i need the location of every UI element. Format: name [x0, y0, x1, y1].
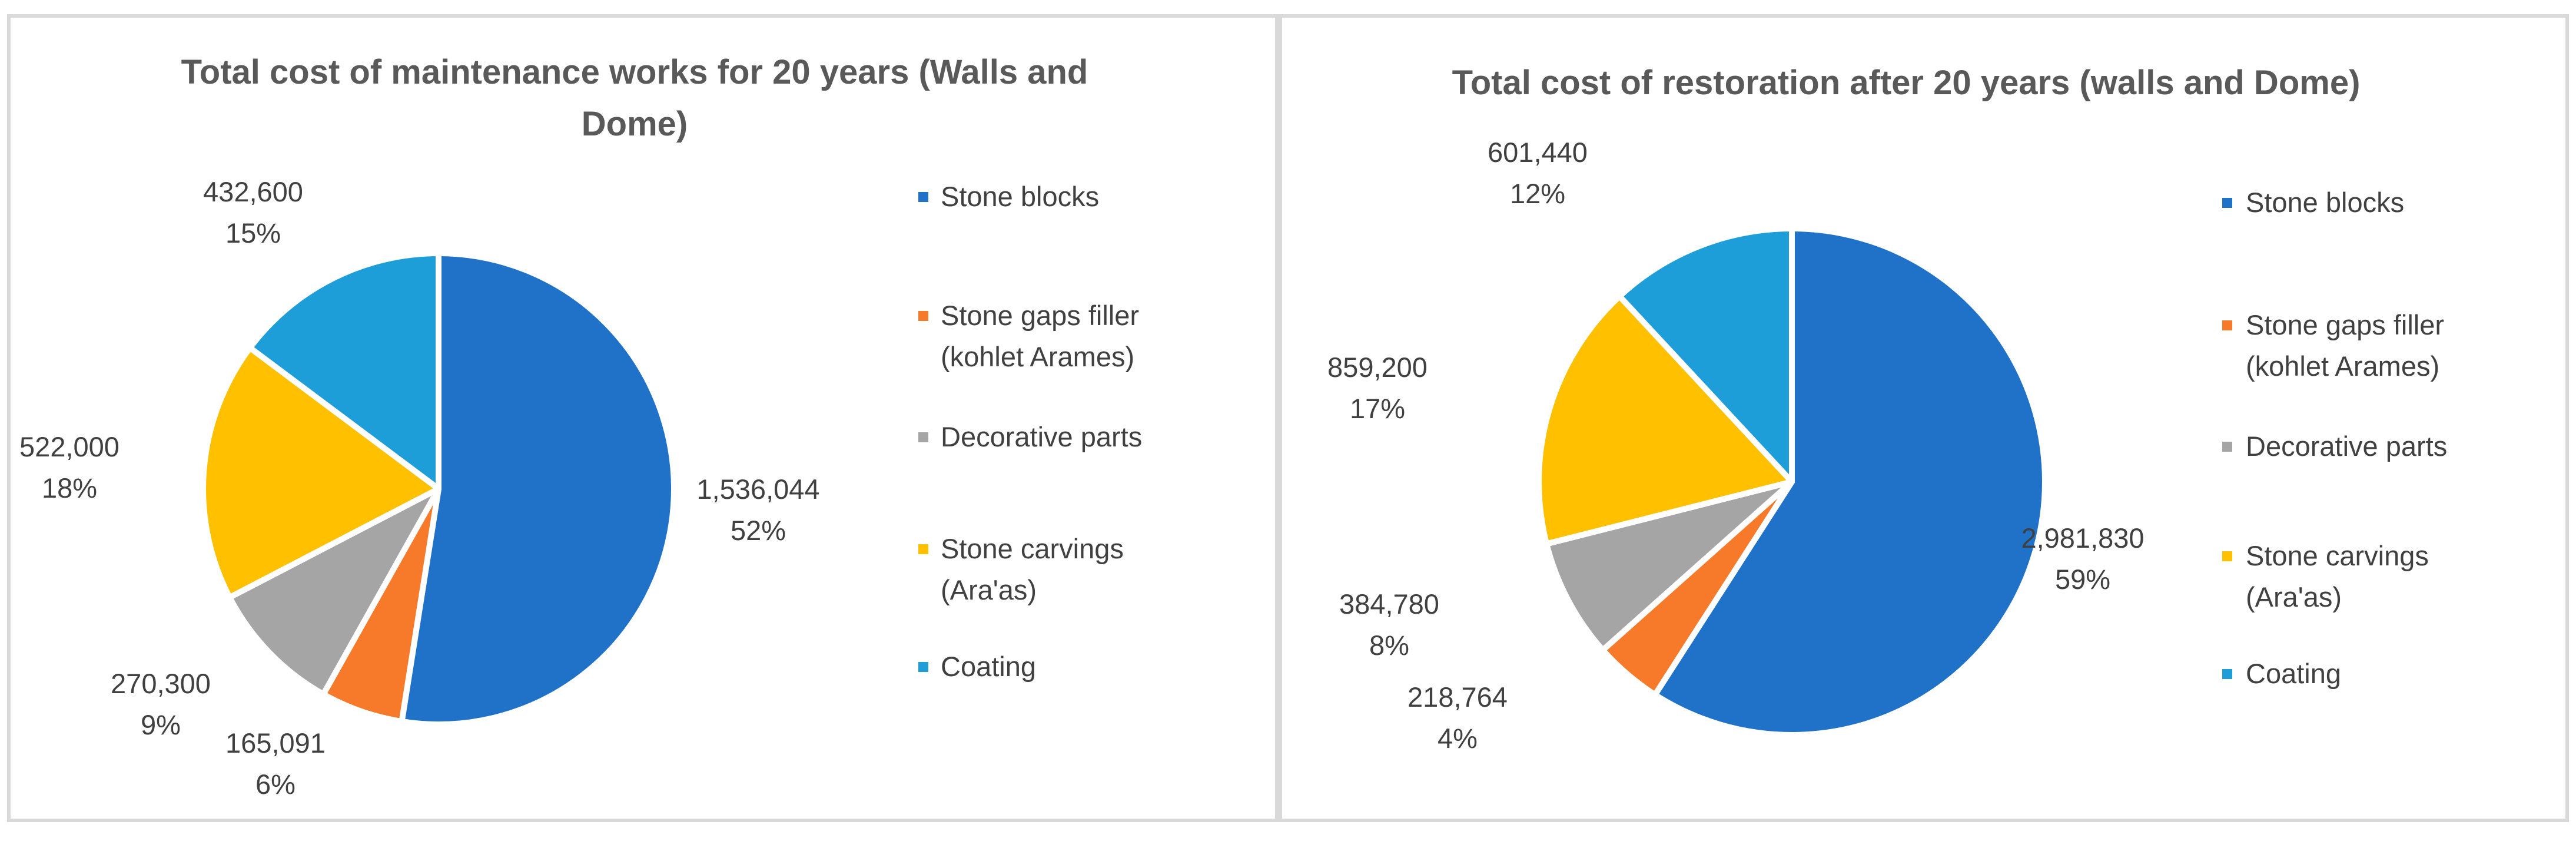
legend-label: Stone blocks: [941, 181, 1099, 212]
legend-item-stone-carvings-ara-as: Stone carvings (Ara'as): [918, 533, 1124, 605]
legend-item-stone-blocks: Stone blocks: [918, 181, 1099, 212]
legend-item-stone-blocks: Stone blocks: [2222, 187, 2404, 218]
legend-item-stone-gaps-filler-kohlet-arames: Stone gaps filler (kohlet Arames): [2222, 309, 2444, 382]
pie-slice-stone-blocks: [399, 250, 678, 727]
data-label-coating: 432,600 15%: [203, 176, 303, 249]
legend-swatch: [2222, 320, 2232, 330]
legend-item-coating: Coating: [918, 651, 1036, 682]
data-label-stone-blocks: 2,981,830 59%: [2021, 522, 2144, 595]
pie-slice-stone-carvings-ara-as: [1536, 293, 1795, 547]
legend-swatch: [918, 662, 928, 672]
legend-swatch: [918, 311, 928, 321]
data-label-decorative-parts: 384,780 8%: [1339, 588, 1439, 661]
data-label-coating: 601,440 12%: [1488, 137, 1588, 209]
chart-panel-maintenance: Total cost of maintenance works for 20 y…: [7, 14, 1279, 822]
pie-slice-coating: [247, 250, 441, 492]
chart-title-restoration: Total cost of restoration after 20 years…: [1452, 64, 2361, 102]
pie-chart-maintenance: Total cost of maintenance works for 20 y…: [19, 53, 1142, 800]
legend-label: Stone gaps filler (kohlet Arames): [2246, 309, 2444, 382]
data-label-stone-carvings-ara-as: 522,000 18%: [19, 431, 119, 504]
legend-label: Coating: [941, 651, 1036, 682]
legend-item-coating: Coating: [2222, 658, 2341, 689]
legend-swatch: [918, 432, 928, 442]
data-label-stone-blocks: 1,536,044 52%: [696, 474, 819, 546]
legend-item-stone-gaps-filler-kohlet-arames: Stone gaps filler (kohlet Arames): [918, 300, 1139, 372]
pie-slice-stone-blocks: [1652, 226, 2048, 738]
legend-label: Stone blocks: [2246, 187, 2404, 218]
legend-label: Coating: [2246, 658, 2341, 689]
legend-swatch: [2222, 551, 2232, 561]
pie-slice-decorative-parts: [227, 486, 441, 697]
legend-item-stone-carvings-ara-as: Stone carvings (Ara'as): [2222, 540, 2429, 612]
legend-swatch: [2222, 198, 2232, 208]
data-label-stone-gaps-filler-kohlet-arames: 218,764 4%: [1407, 681, 1508, 754]
chart-panel-restoration: Total cost of restoration after 20 years…: [1279, 14, 2569, 822]
legend-label: Stone carvings (Ara'as): [2246, 540, 2429, 612]
legend-item-decorative-parts: Decorative parts: [918, 421, 1142, 452]
legend-swatch: [918, 544, 928, 554]
data-label-stone-gaps-filler-kohlet-arames: 165,091 6%: [225, 727, 326, 800]
pie-slice-stone-carvings-ara-as: [200, 345, 441, 601]
legend-label: Decorative parts: [941, 421, 1142, 452]
data-label-stone-carvings-ara-as: 859,200 17%: [1327, 352, 1428, 424]
legend-swatch: [2222, 669, 2232, 679]
pie-slice-coating: [1616, 226, 1795, 485]
legend-swatch: [2222, 442, 2232, 452]
legend-label: Stone gaps filler (kohlet Arames): [941, 300, 1139, 372]
data-label-decorative-parts: 270,300 9%: [111, 668, 211, 740]
pie-slice-decorative-parts: [1543, 479, 1795, 653]
legend-label: Stone carvings (Ara'as): [941, 533, 1124, 605]
chart-title-maintenance: Total cost of maintenance works for 20 y…: [181, 53, 1088, 143]
pie-chart-restoration: Total cost of restoration after 20 years…: [1327, 64, 2447, 754]
legend-label: Decorative parts: [2246, 431, 2447, 462]
legend-swatch: [918, 192, 928, 202]
legend-item-decorative-parts: Decorative parts: [2222, 431, 2447, 462]
